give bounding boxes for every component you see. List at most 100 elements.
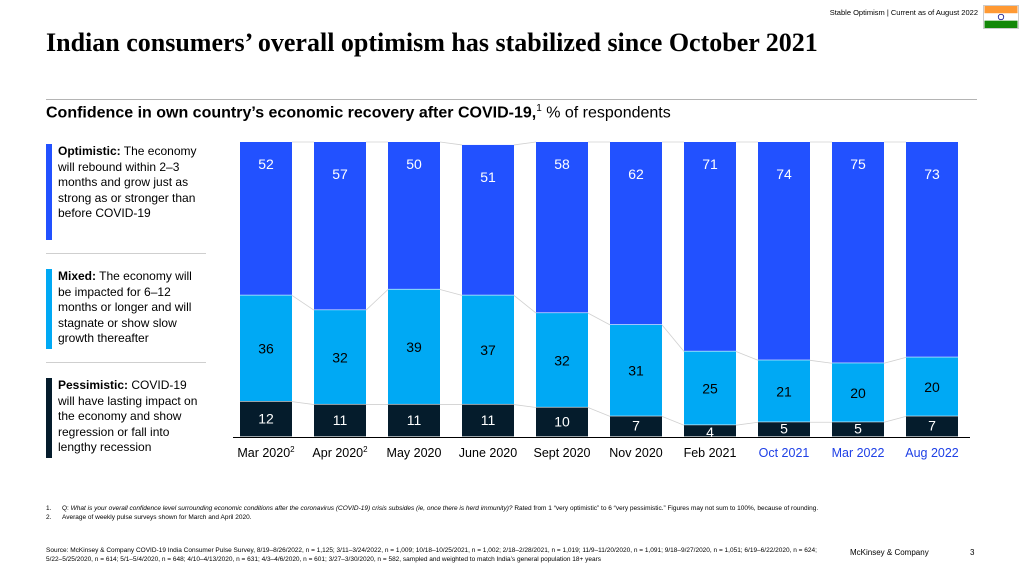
legend-desc-mixed: The economy will be impacted for 6–12 mo… — [58, 269, 192, 345]
x-tick-label-8: Oct 2021 — [759, 446, 810, 460]
legend-divider-1 — [46, 253, 211, 254]
legend-pessimistic: Pessimistic: COVID-19 will have lasting … — [46, 378, 211, 458]
data-label-pessimistic-1: 12 — [258, 410, 274, 426]
bar-pessimistic-8 — [758, 422, 810, 437]
subtitle-footnote-ref: 1 — [536, 103, 542, 114]
x-tick-label-6: Nov 2020 — [609, 446, 663, 460]
bar-pessimistic-4 — [462, 404, 514, 437]
bar-mixed-1 — [240, 295, 292, 401]
data-label-optimistic-6: 62 — [628, 166, 644, 182]
connector-line-7-pessimistic — [735, 421, 759, 426]
bar-pessimistic-10 — [906, 416, 958, 437]
connector-line-3-mixed — [439, 289, 463, 296]
bar-mixed-6 — [610, 324, 662, 416]
connector-line-7-mixed — [735, 351, 759, 361]
x-tick-label-9: Mar 2022 — [832, 446, 885, 460]
page-number: 3 — [970, 548, 975, 557]
x-tick-footnote-ref-1: 2 — [290, 445, 295, 454]
bar-optimistic-3 — [388, 142, 440, 289]
x-tick-label-2: Apr 20202 — [312, 445, 368, 460]
brand-name: McKinsey & Company — [850, 548, 929, 557]
connector-line-4-mixed — [513, 295, 537, 314]
legend-desc-pessimistic: COVID-19 will have lasting impact on the… — [58, 378, 198, 454]
bar-optimistic-5 — [536, 142, 588, 313]
bar-mixed-8 — [758, 360, 810, 422]
x-tick-label-1: Mar 20202 — [237, 445, 295, 460]
data-label-pessimistic-9: 5 — [854, 421, 862, 437]
data-label-optimistic-3: 50 — [406, 156, 422, 172]
india-flag-icon — [983, 5, 1019, 29]
legend-swatch-pessimistic — [46, 378, 52, 458]
x-tick-label-5: Sept 2020 — [534, 446, 591, 460]
connector-line-1-pessimistic — [291, 401, 315, 405]
legend-swatch-mixed — [46, 269, 52, 349]
bar-optimistic-4 — [462, 144, 514, 295]
data-label-pessimistic-10: 7 — [928, 418, 936, 434]
connector-line-5-mixed — [587, 312, 611, 326]
legend-label-pessimistic: Pessimistic: — [58, 378, 129, 392]
data-label-pessimistic-4: 11 — [481, 412, 496, 428]
subtitle-bold: Confidence in own country’s economic rec… — [46, 104, 537, 122]
connector-line-6-pessimistic — [661, 415, 685, 426]
footnote-2: 2. Average of weekly pulse surveys shown… — [46, 513, 956, 522]
data-label-optimistic-4: 51 — [480, 169, 496, 185]
x-tick-label-10: Aug 2022 — [905, 446, 959, 460]
connector-line-4-optimistic — [513, 141, 537, 146]
data-label-mixed-3: 39 — [406, 339, 422, 355]
x-tick-footnote-ref-2: 2 — [363, 445, 368, 454]
footnote-2-number: 2. — [46, 514, 52, 521]
legend-optimistic: Optimistic: The economy will rebound wit… — [46, 144, 211, 244]
connector-line-2-mixed — [365, 289, 389, 311]
legend-swatch-optimistic — [46, 144, 52, 240]
legend-text-optimistic: Optimistic: The economy will rebound wit… — [58, 144, 206, 222]
bar-optimistic-2 — [314, 142, 366, 310]
bar-optimistic-6 — [610, 142, 662, 325]
data-label-mixed-5: 32 — [554, 352, 570, 368]
bar-optimistic-10 — [906, 142, 958, 357]
bar-optimistic-1 — [240, 142, 292, 295]
footnote-1-text: Q: What is your overall confidence level… — [62, 504, 818, 513]
bar-mixed-10 — [906, 357, 958, 416]
bar-pessimistic-9 — [832, 422, 884, 437]
footnote-1: 1. Q: What is your overall confidence le… — [46, 504, 956, 513]
data-label-mixed-4: 37 — [480, 342, 496, 358]
connector-line-8-mixed — [809, 359, 833, 364]
footnote-2-text: Average of weekly pulse surveys shown fo… — [62, 514, 252, 521]
title-divider — [46, 99, 977, 100]
source-note: Source: McKinsey & Company COVID-19 Indi… — [46, 547, 817, 563]
data-label-optimistic-1: 52 — [258, 156, 274, 172]
connector-line-9-pessimistic — [883, 415, 907, 423]
x-tick-label-7: Feb 2021 — [684, 446, 737, 460]
bar-mixed-3 — [388, 289, 440, 404]
connector-line-9-mixed — [883, 356, 907, 364]
data-label-pessimistic-3: 11 — [407, 412, 422, 428]
footnotes: 1. Q: What is your overall confidence le… — [46, 504, 956, 522]
footnote-1-rest: Rated from 1 “very optimistic” to 6 “ver… — [512, 505, 819, 512]
data-label-pessimistic-5: 10 — [554, 413, 570, 429]
section-topline: Stable Optimism | Current as of August 2… — [829, 8, 978, 17]
connector-line-5-pessimistic — [587, 407, 611, 417]
subtitle-unit: % of respondents — [541, 104, 671, 122]
data-label-mixed-8: 21 — [776, 383, 792, 399]
data-label-mixed-6: 31 — [628, 363, 644, 379]
chart-subtitle: Confidence in own country’s economic rec… — [46, 103, 671, 122]
data-label-mixed-10: 20 — [924, 379, 940, 395]
bar-pessimistic-7 — [684, 425, 736, 437]
bar-pessimistic-3 — [388, 404, 440, 437]
bar-mixed-4 — [462, 295, 514, 404]
bar-optimistic-9 — [832, 142, 884, 363]
connector-line-1-mixed — [291, 295, 315, 311]
bar-pessimistic-2 — [314, 404, 366, 437]
data-label-optimistic-2: 57 — [332, 166, 348, 182]
bar-mixed-7 — [684, 351, 736, 425]
bar-mixed-9 — [832, 363, 884, 422]
legend-divider-2 — [46, 362, 211, 363]
connector-line-3-optimistic — [439, 141, 463, 146]
bar-pessimistic-1 — [240, 401, 292, 437]
bar-optimistic-8 — [758, 142, 810, 360]
data-label-optimistic-7: 71 — [702, 156, 718, 172]
data-label-mixed-2: 32 — [332, 349, 348, 365]
data-label-pessimistic-6: 7 — [632, 418, 640, 434]
data-label-optimistic-10: 73 — [924, 166, 940, 182]
